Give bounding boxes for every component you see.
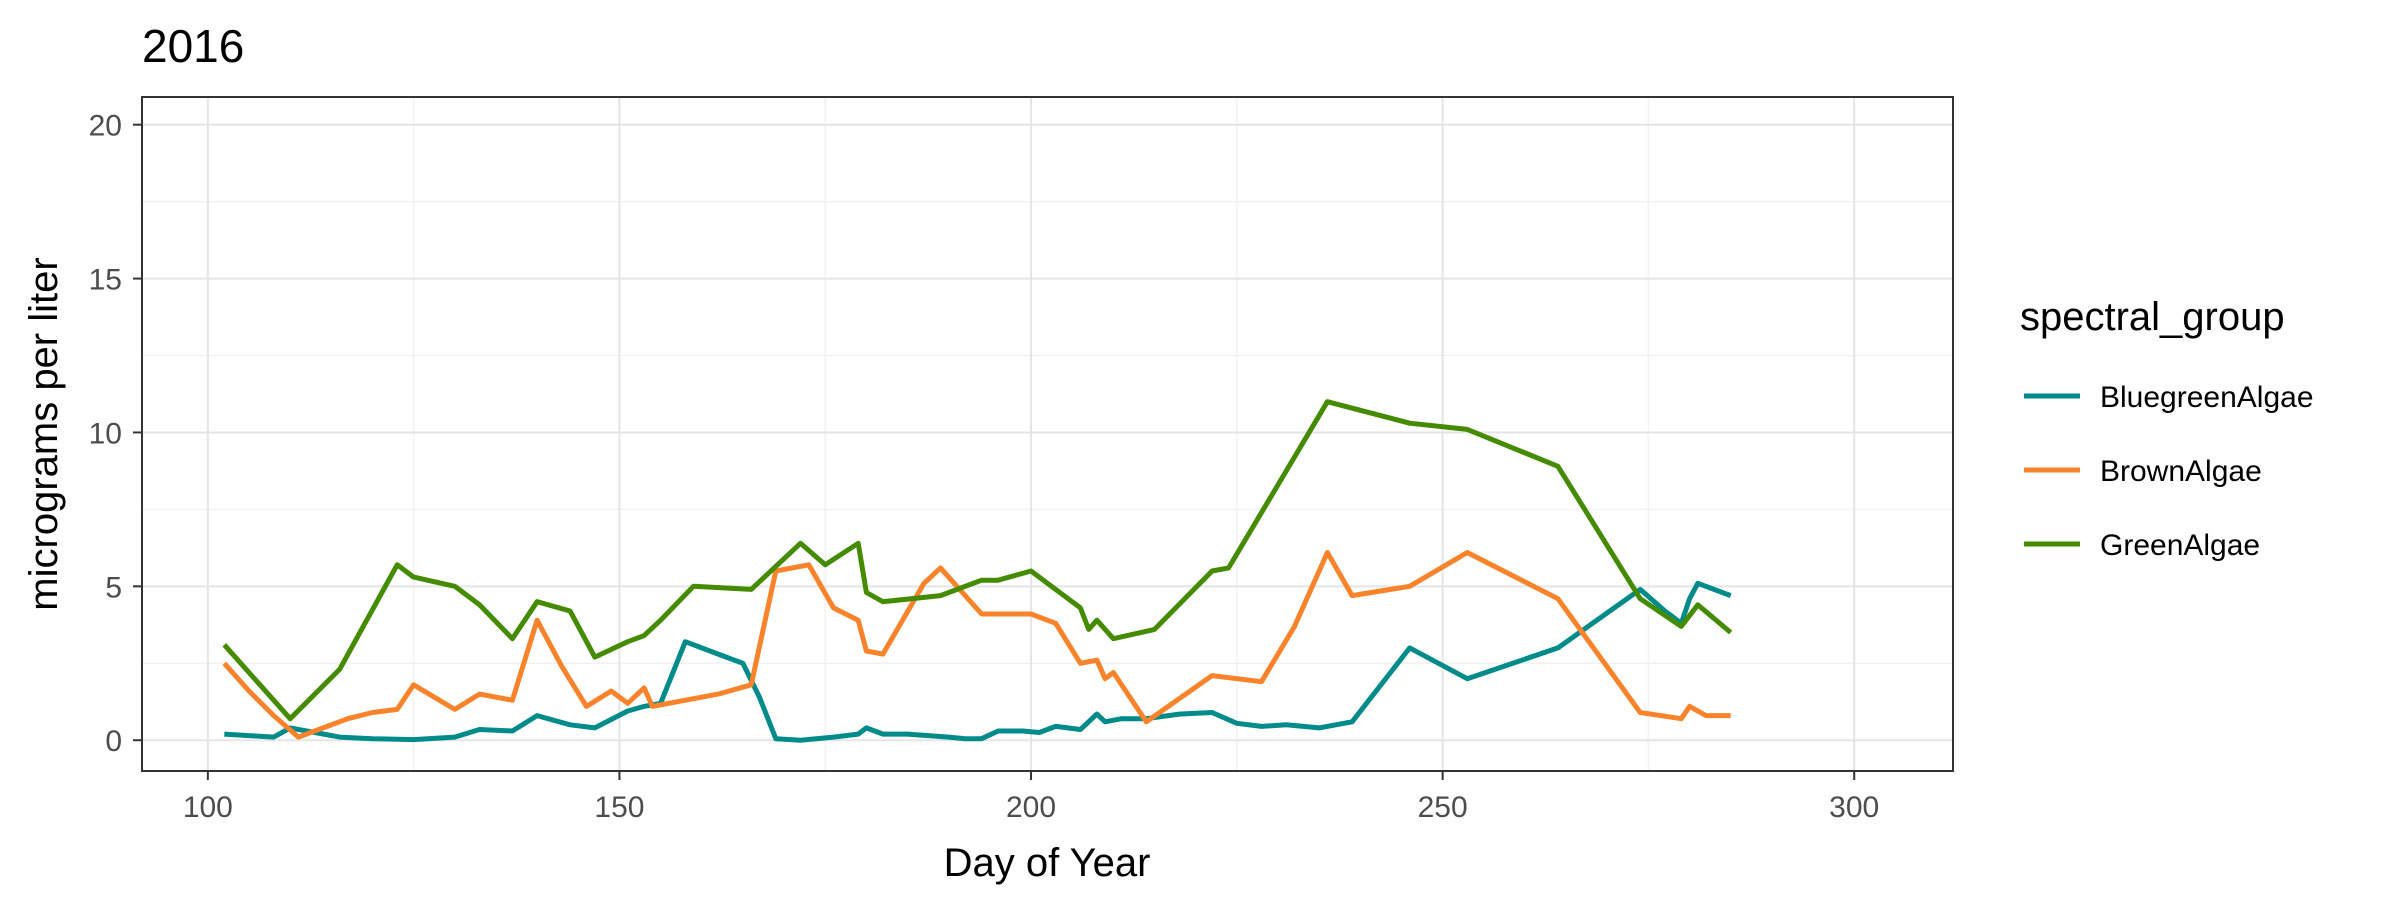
grid bbox=[142, 97, 1953, 771]
series-line-bluegreenalgae bbox=[224, 580, 1732, 743]
series-line-greenalgae bbox=[222, 399, 1733, 722]
x-tick-label: 250 bbox=[1418, 791, 1468, 824]
legend-label: BrownAlgae bbox=[2100, 455, 2262, 488]
series-lines bbox=[222, 399, 1733, 743]
series-line-brownalgae bbox=[222, 550, 1731, 740]
y-tick-label: 5 bbox=[105, 571, 122, 604]
x-axis-title: Day of Year bbox=[944, 841, 1151, 885]
legend-label: BluegreenAlgae bbox=[2100, 381, 2314, 414]
legend: spectral_group BluegreenAlgae BrownAlgae G… bbox=[2020, 295, 2314, 562]
x-tick-label: 300 bbox=[1829, 791, 1879, 824]
y-tick-label: 0 bbox=[105, 725, 122, 758]
x-tick-label: 150 bbox=[594, 791, 644, 824]
y-tick-label: 10 bbox=[89, 417, 122, 450]
axes: 100 150 200 250 300 0 5 10 15 20 bbox=[89, 110, 1880, 824]
y-tick-label: 20 bbox=[89, 110, 122, 143]
legend-title: spectral_group bbox=[2020, 295, 2285, 339]
x-tick-label: 100 bbox=[183, 791, 233, 824]
plot-panel bbox=[141, 96, 1954, 772]
x-tick-label: 200 bbox=[1006, 791, 1056, 824]
legend-label: GreenAlgae bbox=[2100, 529, 2260, 562]
chart-title: 2016 bbox=[142, 20, 244, 72]
y-axis-title: micrograms per liter bbox=[22, 257, 66, 610]
y-tick-label: 15 bbox=[89, 264, 122, 297]
